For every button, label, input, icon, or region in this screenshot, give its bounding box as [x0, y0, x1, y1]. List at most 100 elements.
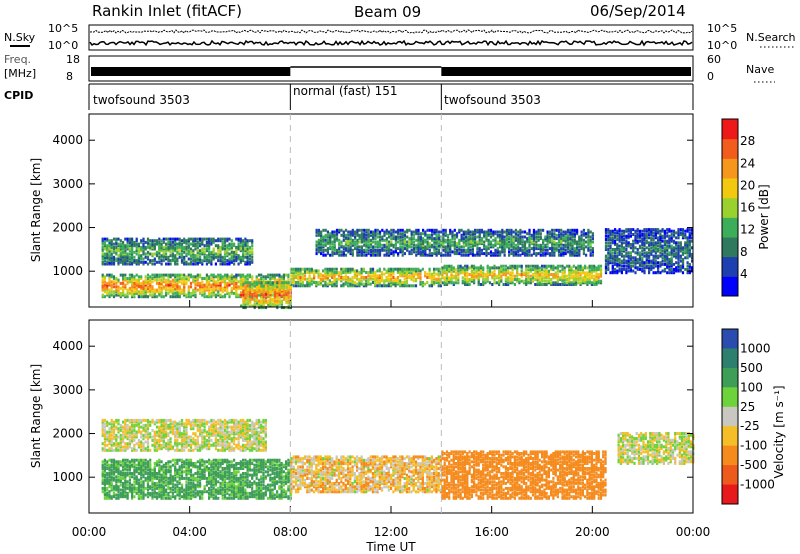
- heatmap-cell: [342, 253, 345, 257]
- heatmap-cell: [663, 248, 666, 251]
- heatmap-cell: [681, 234, 685, 238]
- heatmap-cell: [287, 278, 290, 282]
- heatmap-cell: [636, 257, 639, 261]
- heatmap-cell: [338, 242, 341, 246]
- heatmap-cell: [260, 284, 263, 288]
- heatmap-cell: [392, 252, 395, 256]
- heatmap-cell: [369, 233, 373, 237]
- heatmap-cell: [661, 249, 664, 253]
- heatmap-cell: [108, 485, 111, 489]
- heatmap-cell: [403, 230, 406, 234]
- heatmap-cell: [654, 244, 657, 248]
- heatmap-cell: [242, 306, 245, 310]
- heatmap-cell: [126, 291, 129, 295]
- heatmap-cell: [303, 284, 307, 288]
- heatmap-cell: [196, 249, 199, 253]
- heatmap-cell: [117, 470, 120, 474]
- heatmap-cell: [607, 256, 610, 260]
- heatmap-cell: [187, 290, 190, 294]
- heatmap-cell: [151, 240, 154, 244]
- heatmap-cell: [451, 232, 454, 236]
- heatmap-cell: [620, 249, 623, 253]
- heatmap-cell: [196, 245, 199, 249]
- heatmap-cell: [133, 472, 136, 475]
- heatmap-cell: [419, 238, 422, 242]
- heatmap-cell: [464, 264, 467, 268]
- heatmap-cell: [573, 235, 576, 239]
- heatmap-cell: [242, 294, 245, 298]
- heatmap-cell: [442, 242, 445, 246]
- heatmap-cell: [183, 273, 186, 277]
- heatmap-cell: [128, 262, 131, 266]
- heatmap-cell: [632, 244, 635, 248]
- heatmap-cell: [374, 233, 377, 237]
- heatmap-cell: [585, 253, 588, 257]
- heatmap-cell: [607, 241, 610, 245]
- heatmap-cell: [221, 280, 224, 284]
- heatmap-cell: [151, 280, 154, 284]
- heatmap-cell: [280, 289, 283, 293]
- heatmap-cell: [618, 234, 621, 238]
- heatmap-cell: [322, 269, 325, 273]
- heatmap-cell: [328, 279, 331, 283]
- heatmap-cell: [248, 262, 251, 266]
- heatmap-cell: [607, 261, 610, 265]
- heatmap-cell: [223, 260, 227, 264]
- heatmap-cell: [435, 233, 438, 237]
- heatmap-cell: [555, 248, 558, 252]
- heatmap-cell: [410, 242, 413, 246]
- heatmap-cell: [477, 283, 480, 286]
- heatmap-cell: [165, 288, 168, 292]
- heatmap-cell: [588, 273, 591, 276]
- heatmap-cell: [485, 252, 488, 256]
- heatmap-cell: [110, 283, 113, 287]
- heatmap-cell: [584, 266, 587, 270]
- heatmap-cell: [527, 268, 530, 272]
- heatmap-cell: [661, 228, 664, 232]
- heatmap-cell: [691, 233, 694, 236]
- heatmap-cell: [331, 235, 334, 239]
- heatmap-cell: [317, 272, 320, 276]
- heatmap-cell: [686, 238, 689, 241]
- heatmap-cell: [315, 243, 318, 247]
- heatmap-cell: [522, 279, 526, 283]
- heatmap-cell: [677, 244, 680, 248]
- heatmap-cell: [556, 276, 559, 280]
- heatmap-cell: [454, 278, 458, 281]
- heatmap-cell: [240, 286, 243, 290]
- heatmap-cell: [165, 245, 168, 249]
- heatmap-cell: [403, 274, 406, 278]
- heatmap-cell: [183, 247, 186, 251]
- heatmap-cell: [381, 235, 384, 239]
- heatmap-cell: [457, 273, 460, 276]
- heatmap-cell: [396, 269, 399, 273]
- heatmap-cell: [503, 240, 506, 244]
- heatmap-cell: [176, 283, 179, 287]
- heatmap-cell: [214, 295, 217, 299]
- heatmap-cell: [586, 281, 589, 285]
- heatmap-cell: [262, 284, 265, 288]
- heatmap-cell: [451, 237, 454, 241]
- heatmap-cell: [560, 253, 563, 257]
- heatmap-cell: [223, 252, 227, 256]
- heatmap-cell: [137, 488, 140, 492]
- heatmap-cell: [482, 273, 485, 276]
- heatmap-cell: [210, 242, 213, 246]
- heatmap-cell: [221, 257, 224, 261]
- heatmap-cell: [133, 488, 136, 492]
- heatmap-cell: [681, 236, 685, 240]
- heatmap-cell: [133, 495, 136, 499]
- heatmap-cell: [485, 233, 488, 237]
- heatmap-cell: [666, 256, 669, 260]
- heatmap-cell: [112, 285, 116, 289]
- heatmap-cell: [424, 252, 427, 256]
- heatmap-cell: [576, 230, 579, 234]
- heatmap-cell: [131, 273, 134, 277]
- heatmap-cell: [457, 269, 460, 273]
- heatmap-cell: [442, 253, 445, 257]
- heatmap-cell: [569, 238, 572, 242]
- heatmap-cell: [378, 284, 381, 288]
- heatmap-cell: [641, 229, 644, 233]
- heatmap-cell: [576, 247, 579, 251]
- heatmap-cell: [112, 245, 116, 249]
